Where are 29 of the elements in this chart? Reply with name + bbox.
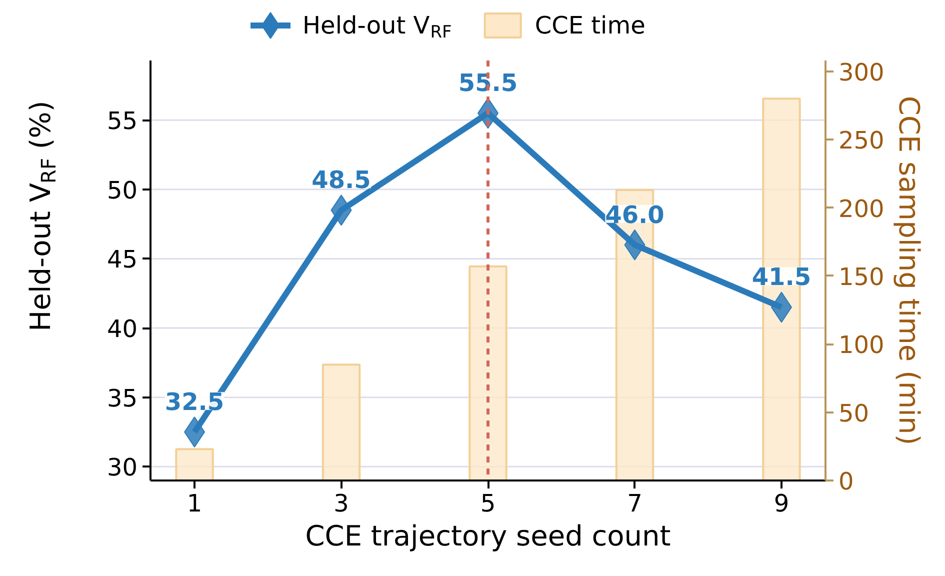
x-tick-label: 5 (480, 490, 496, 518)
x-tick-label: 9 (774, 490, 790, 518)
x-tick-label: 3 (334, 490, 349, 518)
x-tick-label: 7 (627, 490, 642, 518)
y2-axis-title: CCE sampling time (min) (892, 96, 926, 446)
data-label: 46.0 (605, 200, 664, 229)
y2-tick-label: 150 (838, 262, 884, 291)
y-tick-label: 30 (106, 454, 138, 482)
bar (322, 364, 361, 480)
data-label: 41.5 (752, 263, 812, 292)
data-label: 32.5 (164, 388, 224, 416)
y-axis-title: Held-out VRF (%) (24, 100, 60, 332)
y-tick-label: 40 (106, 315, 138, 344)
x-tick-label: 1 (186, 490, 202, 518)
y2-tick-label: 300 (838, 58, 884, 86)
bar (175, 448, 214, 480)
legend-label: CCE time (534, 12, 646, 40)
y2-tick-label: 100 (838, 331, 884, 360)
bar (468, 265, 508, 480)
y2-tick-label: 200 (838, 194, 884, 223)
y-tick-label: 55 (106, 107, 138, 136)
data-label: 48.5 (312, 166, 371, 194)
y-tick-label: 35 (106, 384, 138, 412)
y2-tick-label: 250 (838, 126, 884, 155)
y2-tick-label: 0 (838, 468, 854, 496)
y-tick-label: 45 (106, 246, 138, 274)
y-tick-label: 50 (106, 176, 138, 204)
y2-tick-label: 50 (838, 399, 870, 428)
x-axis-title: CCE trajectory seed count (305, 520, 671, 552)
